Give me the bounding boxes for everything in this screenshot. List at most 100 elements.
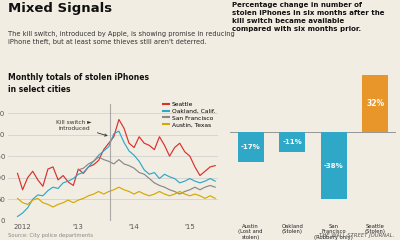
- Line: San Francisco: San Francisco: [78, 157, 215, 194]
- Seattle: [106, 142, 111, 145]
- San Francisco: [127, 164, 132, 167]
- Line: Austin, Texas: Austin, Texas: [18, 187, 215, 207]
- Austin, Texas: [35, 197, 40, 200]
- Austin, Texas: [71, 201, 76, 204]
- Austin, Texas: [192, 193, 197, 196]
- Text: -38%: -38%: [324, 163, 344, 169]
- Austin, Texas: [167, 194, 172, 197]
- Seattle: [137, 135, 142, 138]
- Oakland, Calif.: [76, 173, 81, 176]
- Seattle: [147, 144, 152, 147]
- Seattle: [15, 172, 20, 175]
- Oakland, Calif.: [203, 180, 208, 183]
- Austin, Texas: [147, 194, 152, 197]
- Seattle: [35, 178, 40, 181]
- San Francisco: [81, 167, 86, 170]
- San Francisco: [167, 188, 172, 191]
- Oakland, Calif.: [15, 215, 20, 218]
- Seattle: [71, 184, 76, 187]
- Line: Oakland, Calif.: Oakland, Calif.: [18, 131, 215, 216]
- Text: Monthly totals of stolen iPhones
in select cities: Monthly totals of stolen iPhones in sele…: [8, 73, 149, 94]
- San Francisco: [157, 184, 162, 187]
- Oakland, Calif.: [71, 177, 76, 180]
- Oakland, Calif.: [147, 173, 152, 176]
- Austin, Texas: [86, 194, 91, 197]
- Seattle: [96, 159, 101, 162]
- Seattle: [167, 155, 172, 158]
- San Francisco: [86, 162, 91, 165]
- Austin, Texas: [208, 194, 212, 197]
- Oakland, Calif.: [20, 212, 25, 215]
- Oakland, Calif.: [56, 187, 60, 190]
- Bar: [362, 75, 388, 132]
- Oakland, Calif.: [46, 189, 50, 192]
- Seattle: [188, 155, 192, 158]
- Seattle: [25, 176, 30, 179]
- Oakland, Calif.: [162, 173, 167, 176]
- Seattle: [112, 135, 116, 138]
- Oakland, Calif.: [177, 181, 182, 184]
- Seattle: [152, 148, 157, 151]
- Oakland, Calif.: [116, 130, 121, 132]
- Seattle: [76, 168, 81, 170]
- Austin, Texas: [182, 193, 187, 196]
- Austin, Texas: [91, 193, 96, 196]
- San Francisco: [137, 171, 142, 174]
- Seattle: [46, 168, 50, 170]
- Austin, Texas: [66, 199, 71, 202]
- Austin, Texas: [30, 199, 35, 202]
- Bar: [238, 132, 264, 162]
- San Francisco: [182, 190, 187, 193]
- Seattle: [91, 163, 96, 166]
- Oakland, Calif.: [157, 177, 162, 180]
- Oakland, Calif.: [40, 194, 45, 197]
- Seattle: [20, 188, 25, 191]
- Austin, Texas: [15, 197, 20, 200]
- San Francisco: [208, 184, 212, 187]
- San Francisco: [177, 193, 182, 196]
- San Francisco: [112, 162, 116, 165]
- Oakland, Calif.: [66, 180, 71, 183]
- Oakland, Calif.: [96, 154, 101, 157]
- San Francisco: [147, 177, 152, 180]
- San Francisco: [106, 160, 111, 163]
- San Francisco: [203, 186, 208, 189]
- Seattle: [127, 142, 132, 145]
- Seattle: [40, 185, 45, 188]
- Seattle: [30, 170, 35, 173]
- Austin, Texas: [81, 197, 86, 200]
- Oakland, Calif.: [132, 154, 136, 157]
- Oakland, Calif.: [142, 168, 147, 171]
- San Francisco: [162, 186, 167, 189]
- Text: Source: City police departments: Source: City police departments: [8, 233, 93, 238]
- Seattle: [132, 146, 136, 149]
- Text: Mixed Signals: Mixed Signals: [8, 2, 112, 15]
- Austin, Texas: [152, 193, 157, 196]
- Text: THE WALL STREET JOURNAL.: THE WALL STREET JOURNAL.: [319, 233, 394, 238]
- San Francisco: [96, 156, 101, 158]
- Text: 32%: 32%: [366, 99, 384, 108]
- Legend: Seattle, Oakland, Calif., San Francisco, Austin, Texas: Seattle, Oakland, Calif., San Francisco,…: [163, 102, 215, 127]
- Seattle: [182, 150, 187, 153]
- Oakland, Calif.: [213, 180, 218, 183]
- Austin, Texas: [61, 201, 66, 204]
- Seattle: [172, 146, 177, 149]
- Oakland, Calif.: [101, 150, 106, 152]
- San Francisco: [101, 158, 106, 161]
- San Francisco: [132, 167, 136, 170]
- Austin, Texas: [40, 201, 45, 204]
- San Francisco: [172, 190, 177, 193]
- Bar: [279, 132, 305, 151]
- Seattle: [56, 178, 60, 181]
- Oakland, Calif.: [172, 177, 177, 180]
- Seattle: [177, 142, 182, 145]
- Seattle: [192, 165, 197, 168]
- Austin, Texas: [177, 190, 182, 193]
- Austin, Texas: [101, 193, 106, 196]
- Oakland, Calif.: [182, 180, 187, 183]
- San Francisco: [142, 173, 147, 176]
- Oakland, Calif.: [188, 177, 192, 180]
- Text: The kill switch, introduced by Apple, is showing promise in reducing
iPhone thef: The kill switch, introduced by Apple, is…: [8, 31, 235, 45]
- Seattle: [162, 144, 167, 147]
- Austin, Texas: [116, 186, 121, 189]
